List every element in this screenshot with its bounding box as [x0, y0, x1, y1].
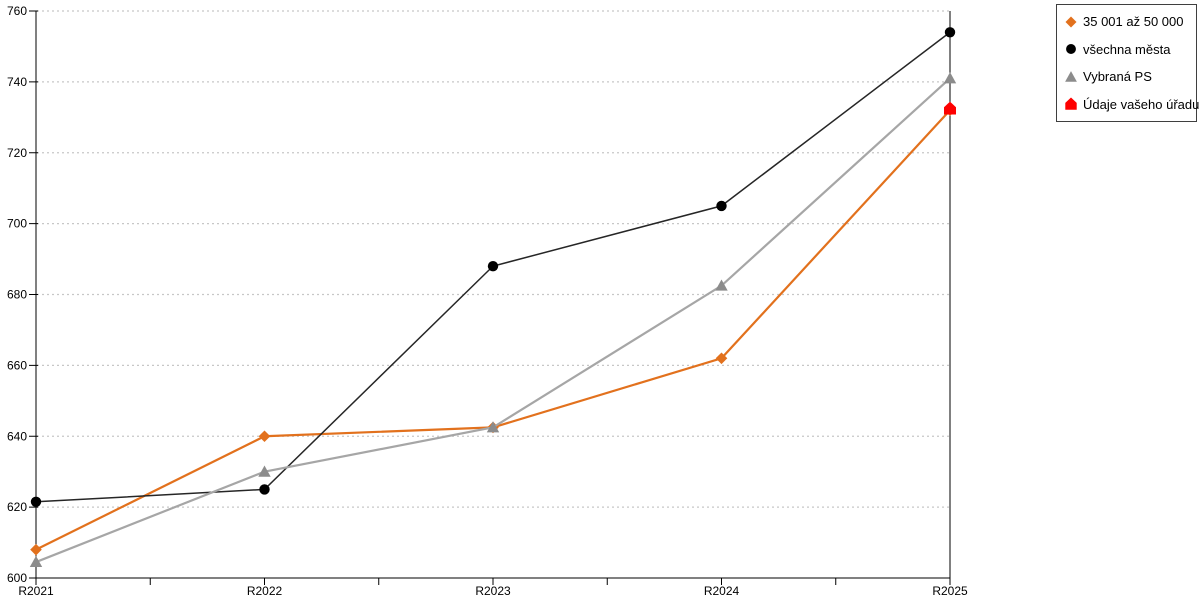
legend-item-35001-az-50000: 35 001 až 50 000	[1063, 14, 1194, 30]
diamond-marker	[1065, 16, 1077, 28]
series-line-0	[35, 109, 951, 551]
legend-marker-glyph	[1065, 70, 1077, 82]
legend-item-vsechna-mesta: všechna města	[1063, 41, 1194, 57]
circle-marker	[1066, 44, 1076, 55]
x-tick-label: R2023	[475, 584, 511, 598]
series-line-2	[35, 77, 951, 564]
x-tick-label: R2025	[932, 584, 968, 598]
y-tick-label: 620	[7, 500, 27, 514]
legend-marker-glyph	[1065, 16, 1077, 28]
triangle-marker	[258, 465, 271, 477]
triangle-marker	[1065, 70, 1077, 82]
diamond-marker	[30, 543, 42, 556]
triangle-marker	[486, 421, 500, 433]
diamond-marker	[258, 430, 271, 443]
pentagon-marker	[1065, 97, 1077, 110]
x-tick-label: R2021	[18, 584, 54, 598]
x-tick-label: R2022	[247, 584, 283, 598]
legend-label: Údaje vašeho úřadu	[1083, 96, 1200, 112]
legend-item-vybrana-ps: Vybraná PS	[1063, 69, 1194, 85]
circle-marker	[716, 200, 727, 212]
y-tick-label: 600	[7, 571, 27, 585]
y-tick-label: 740	[7, 75, 27, 89]
diamond-marker	[715, 352, 728, 365]
triangle-marker	[715, 279, 728, 291]
pentagon-icon	[1063, 96, 1079, 112]
legend-marker-glyph	[1065, 97, 1077, 110]
y-tick-label: 640	[7, 429, 27, 443]
circle-marker	[487, 260, 499, 272]
circle-icon	[1063, 41, 1079, 57]
y-tick-label: 760	[7, 4, 27, 18]
legend: 35 001 až 50 000 všechna města Vybraná P…	[1056, 4, 1199, 122]
circle-marker	[944, 27, 956, 38]
legend-marker-glyph	[1066, 44, 1076, 55]
circle-marker	[259, 484, 270, 495]
circle-marker	[30, 496, 42, 508]
legend-label: všechna města	[1083, 41, 1171, 57]
legend-item-udaje-vaseho-uradu: Údaje vašeho úřadu	[1063, 96, 1199, 112]
pentagon-marker	[944, 101, 956, 115]
triangle-icon	[1063, 69, 1079, 85]
y-tick-label: 680	[7, 288, 27, 302]
triangle-marker	[29, 555, 43, 568]
diamond-icon	[1063, 14, 1079, 30]
y-tick-label: 700	[7, 217, 27, 231]
triangle-marker	[943, 72, 957, 84]
legend-label: 35 001 až 50 000	[1083, 14, 1184, 30]
y-tick-label: 720	[7, 146, 27, 160]
y-tick-label: 660	[7, 358, 27, 372]
x-tick-label: R2024	[704, 584, 740, 598]
legend-label: Vybraná PS	[1083, 69, 1152, 85]
